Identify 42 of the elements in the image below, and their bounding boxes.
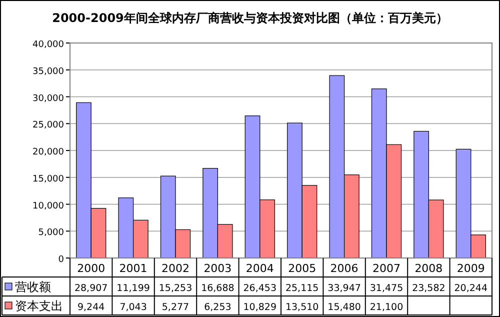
- data-label: 11,199: [116, 283, 150, 294]
- x-tick-label: 2003: [204, 262, 232, 275]
- data-label: 33,947: [328, 283, 361, 294]
- data-label: 25,115: [285, 283, 319, 294]
- chart-title: 2000-2009年间全球内存厂商营收与资本投资对比图（单位：百万美元）: [52, 11, 448, 25]
- y-tick-label: 15,000: [32, 174, 64, 184]
- data-label: 10,829: [243, 302, 277, 313]
- data-label: 31,475: [370, 283, 404, 294]
- y-tick-label: 0: [58, 255, 64, 265]
- data-label: 15,480: [328, 302, 361, 313]
- x-tick-label: 2007: [372, 262, 400, 275]
- legend: 营收额: [4, 280, 51, 294]
- y-tick-label: 30,000: [32, 94, 64, 104]
- data-label: 20,244: [454, 283, 488, 294]
- y-tick-label: 25,000: [32, 120, 64, 131]
- data-label: 5,277: [162, 302, 190, 313]
- x-tick-label: 2009: [456, 262, 485, 275]
- x-tick-label: 2006: [330, 262, 358, 275]
- data-label: 23,582: [412, 283, 446, 294]
- legend: 资本支出: [4, 299, 63, 313]
- data-label: 26,453: [243, 283, 277, 294]
- data-label: 15,253: [158, 283, 192, 294]
- x-tick-label: 2008: [414, 262, 443, 275]
- legend-label: 资本支出: [15, 299, 63, 313]
- legend-label: 营收额: [15, 280, 51, 294]
- data-label: 7,043: [120, 302, 147, 313]
- y-tick-label: 5,000: [38, 228, 64, 238]
- y-tick-label: 10,000: [32, 201, 64, 212]
- x-tick-label: 2001: [119, 262, 148, 275]
- data-label: 28,907: [74, 283, 108, 294]
- x-tick-label: 2004: [246, 262, 274, 275]
- y-tick-label: 35,000: [32, 66, 64, 77]
- data-label: 21,100: [370, 302, 404, 313]
- data-label: 9,244: [78, 302, 105, 313]
- x-tick-label: 2000: [77, 262, 106, 275]
- y-tick-label: 20,000: [32, 148, 64, 158]
- data-label: 16,688: [201, 283, 234, 294]
- x-tick-label: 2005: [288, 262, 316, 275]
- y-tick-label: 40,000: [32, 40, 64, 50]
- x-tick-label: 2002: [162, 262, 190, 275]
- data-label: 13,510: [285, 302, 319, 313]
- data-label: 6,253: [204, 302, 232, 313]
